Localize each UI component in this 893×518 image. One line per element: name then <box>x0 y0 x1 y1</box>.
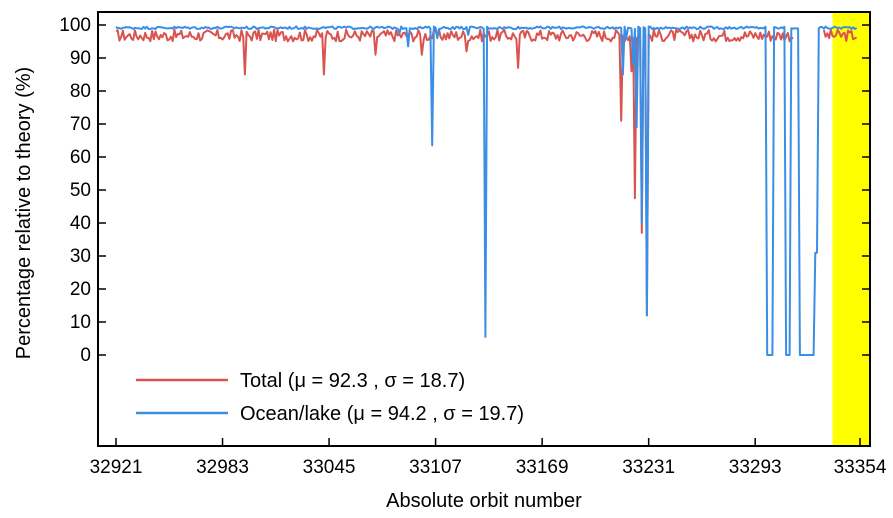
x-tick-label: 32983 <box>196 457 249 478</box>
y-tick-label: 80 <box>70 81 91 102</box>
y-tick-label: 50 <box>70 180 91 201</box>
x-axis-title: Absolute orbit number <box>386 490 582 512</box>
x-tick-label: 33354 <box>834 457 887 478</box>
x-tick-label: 33231 <box>622 457 675 478</box>
series-layer <box>115 25 858 356</box>
highlight-region <box>832 12 870 446</box>
x-tick-label: 33293 <box>729 457 782 478</box>
plot-frame <box>97 11 871 447</box>
y-tick-label: 70 <box>70 114 91 135</box>
ticks-layer: 0 10 20 30 40 50 60 70 80 90 100 32921 32983 33045 331… <box>59 15 887 478</box>
series-line-total <box>822 28 858 42</box>
x-tick-label: 32921 <box>90 457 143 478</box>
y-tick-label: 10 <box>70 312 91 333</box>
y-tick-label: 60 <box>70 147 91 168</box>
series-line-ocean-lake <box>115 25 858 356</box>
legend-label: Total (μ = 92.3 , σ = 18.7) <box>240 370 465 392</box>
legend-label: Ocean/lake (μ = 94.2 , σ = 19.7) <box>240 403 524 425</box>
y-tick-label: 20 <box>70 279 91 300</box>
x-tick-label: 33045 <box>303 457 356 478</box>
x-tick-label: 33169 <box>516 457 569 478</box>
y-tick-label: 40 <box>70 213 91 234</box>
y-tick-label: 0 <box>80 345 91 366</box>
y-tick-label: 100 <box>59 15 91 36</box>
x-tick-label: 33107 <box>409 457 462 478</box>
series-line-total <box>115 28 794 317</box>
y-tick-label: 30 <box>70 246 91 267</box>
legend: Total (μ = 92.3 , σ = 18.7) Ocean/lake (μ… <box>136 370 524 425</box>
y-tick-label: 90 <box>70 48 91 69</box>
y-axis-title: Percentage relative to theory (%) <box>13 67 35 359</box>
